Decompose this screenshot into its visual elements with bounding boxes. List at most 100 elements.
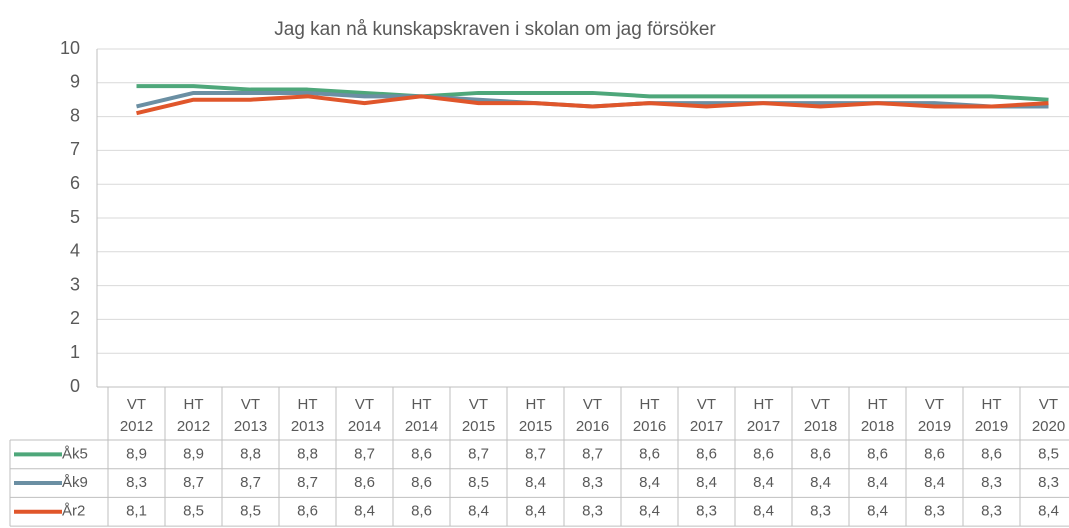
data-label: 8,8 [240,445,261,462]
data-label: 8,3 [981,474,1002,491]
data-label: 8,4 [753,503,774,520]
data-label: 8,4 [525,474,546,491]
legend-label: År2 [62,503,85,520]
category-text: VT 2013 [233,396,268,435]
data-label: 8,8 [297,445,318,462]
data-label: 8,7 [297,474,318,491]
data-label: 8,5 [183,503,204,520]
category-text: VT 2018 [803,396,838,435]
x-tick-label: VT 2015 [450,392,507,440]
category-text: VT 2012 [119,396,154,435]
data-label: 8,3 [582,503,603,520]
legend-label: Åk9 [62,474,88,491]
y-tick-label: 0 [70,376,80,396]
series-line [136,94,1049,116]
data-label: 8,7 [354,445,375,462]
y-tick-label: 4 [70,241,80,261]
data-label: 8,4 [468,503,489,520]
category-text: HT 2018 [860,396,895,435]
data-label: 8,7 [582,445,603,462]
y-tick-label: 5 [70,207,80,227]
data-label: 8,5 [1038,445,1059,462]
data-label: 8,3 [924,503,945,520]
data-label: 8,4 [525,503,546,520]
data-label: 8,6 [867,445,888,462]
data-label: 8,7 [468,445,489,462]
data-label: 8,4 [753,474,774,491]
x-tick-label: VT 2020 [1020,392,1069,440]
data-label: 8,4 [924,474,945,491]
data-label: 8,3 [810,503,831,520]
x-tick-label: VT 2018 [792,392,849,440]
data-label: 8,7 [240,474,261,491]
x-tick-label: HT 2018 [849,392,906,440]
x-tick-label: HT 2012 [165,392,222,440]
chart-title: Jag kan nå kunskapskraven i skolan om ja… [274,19,716,40]
data-label: 8,6 [411,503,432,520]
y-tick-label: 7 [70,139,80,159]
category-text: HT 2017 [746,396,781,435]
x-tick-label: HT 2017 [735,392,792,440]
x-tick-label: VT 2017 [678,392,735,440]
data-label: 8,4 [354,503,375,520]
legend-label: Åk5 [62,445,88,462]
data-label: 8,3 [126,474,147,491]
category-text: HT 2014 [404,396,439,435]
category-text: VT 2015 [461,396,496,435]
category-text: HT 2012 [176,396,211,435]
category-text: HT 2015 [518,396,553,435]
series-line [136,84,1049,102]
x-tick-label: VT 2019 [906,392,963,440]
x-tick-label: VT 2014 [336,392,393,440]
category-text: HT 2019 [974,396,1009,435]
category-text: VT 2019 [917,396,952,435]
y-tick-label: 2 [70,308,80,328]
category-text: VT 2014 [347,396,382,435]
data-label: 8,4 [639,503,660,520]
data-label: 8,5 [468,474,489,491]
data-label: 8,9 [126,445,147,462]
data-label: 8,4 [867,503,888,520]
data-label: 8,6 [411,474,432,491]
y-tick-label: 1 [70,342,80,362]
x-tick-label: HT 2015 [507,392,564,440]
data-label: 8,6 [297,503,318,520]
x-tick-label: VT 2013 [222,392,279,440]
category-text: VT 2016 [575,396,610,435]
data-label: 8,6 [810,445,831,462]
x-tick-label: VT 2012 [108,392,165,440]
data-label: 8,6 [354,474,375,491]
data-label: 8,6 [924,445,945,462]
data-label: 8,6 [753,445,774,462]
data-label: 8,4 [867,474,888,491]
category-text: VT 2020 [1031,396,1066,435]
data-label: 8,3 [696,503,717,520]
x-tick-label: HT 2019 [963,392,1020,440]
data-label: 8,3 [1038,474,1059,491]
data-label: 8,7 [525,445,546,462]
data-label: 8,9 [183,445,204,462]
data-label: 8,6 [696,445,717,462]
data-label: 8,7 [183,474,204,491]
data-label: 8,6 [639,445,660,462]
category-text: VT 2017 [689,396,724,435]
data-label: 8,3 [582,474,603,491]
x-tick-label: VT 2016 [564,392,621,440]
data-label: 8,4 [696,474,717,491]
data-label: 8,6 [411,445,432,462]
data-label: 8,5 [240,503,261,520]
y-tick-label: 3 [70,274,80,294]
data-label: 8,4 [810,474,831,491]
data-label: 8,1 [126,503,147,520]
y-tick-label: 6 [70,173,80,193]
y-tick-label: 8 [70,105,80,125]
x-tick-label: HT 2013 [279,392,336,440]
data-label: 8,3 [981,503,1002,520]
x-tick-label: HT 2016 [621,392,678,440]
data-label: 8,4 [1038,503,1059,520]
data-label: 8,4 [639,474,660,491]
data-label: 8,6 [981,445,1002,462]
category-text: HT 2016 [632,396,667,435]
category-text: HT 2013 [290,396,325,435]
